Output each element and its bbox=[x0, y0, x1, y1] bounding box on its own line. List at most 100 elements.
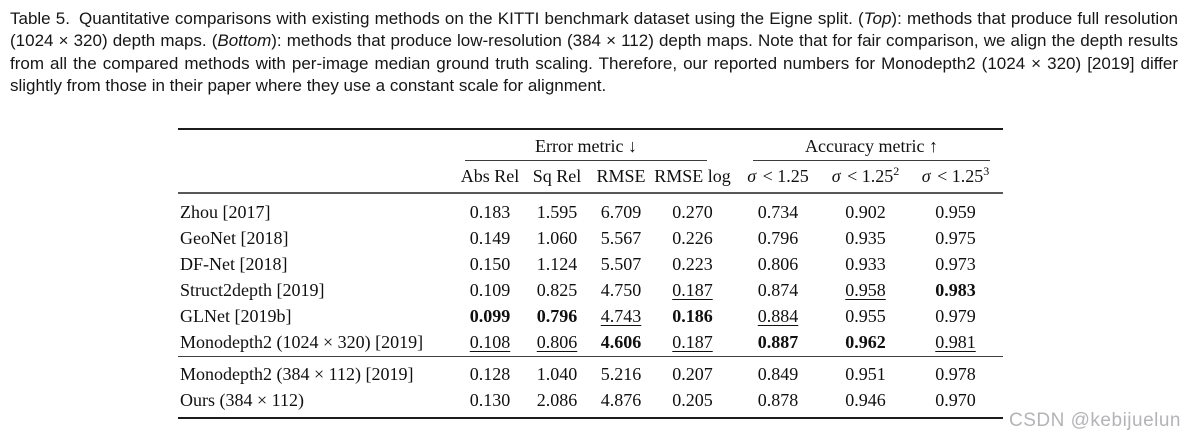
method-name: Monodepth2 (1024 × 320) [2019] bbox=[180, 332, 424, 353]
metric-cell: 0.734 bbox=[757, 202, 799, 223]
metric-cell: 0.149 bbox=[469, 228, 511, 249]
group-header-row: Error metric ↓ Accuracy metric ↑ bbox=[178, 129, 1003, 161]
metric-cell: 0.933 bbox=[845, 254, 886, 275]
metric-cell: 0.978 bbox=[935, 364, 976, 385]
metric-cell: 0.150 bbox=[469, 254, 511, 275]
metric-cell: 5.507 bbox=[600, 254, 642, 275]
metric-cell: 0.108 bbox=[469, 332, 511, 353]
metric-cell: 5.216 bbox=[600, 364, 642, 385]
metric-cell: 1.040 bbox=[536, 364, 578, 385]
metric-cell: 2.086 bbox=[536, 390, 578, 411]
table-row: Monodepth2 (1024 × 320) [2019] 0.108 0.806… bbox=[178, 330, 1003, 357]
column-header-row: Abs Rel Sq Rel RMSE RMSE log σ < 1.25 σ … bbox=[178, 160, 1004, 194]
method-name: GeoNet [2018] bbox=[180, 228, 289, 249]
method-name: GLNet [2019b] bbox=[180, 306, 292, 327]
metric-cell: 0.128 bbox=[469, 364, 511, 385]
metric-cell: 0.946 bbox=[845, 390, 886, 411]
csdn-watermark: CSDN @kebijuelun bbox=[1009, 410, 1181, 431]
metric-cell: 0.183 bbox=[469, 202, 511, 223]
metric-cell: 0.902 bbox=[845, 202, 886, 223]
method-name: Monodepth2 (384 × 112) [2019] bbox=[180, 364, 414, 385]
method-column-header bbox=[178, 160, 456, 194]
table-row: Struct2depth [2019] 0.109 0.825 4.750 0.187 0… bbox=[178, 278, 1003, 304]
full-resolution-section: Zhou [2017] 0.183 1.595 6.709 0.270 0.734 0.90… bbox=[178, 193, 1003, 357]
metric-cell: 1.124 bbox=[536, 254, 578, 275]
caption-label: Table 5. bbox=[10, 9, 70, 28]
caption-top-word: Top bbox=[863, 9, 892, 28]
metric-cell: 0.825 bbox=[536, 280, 578, 301]
metric-cell: 0.878 bbox=[757, 390, 799, 411]
metric-cell: 0.186 bbox=[672, 306, 713, 327]
metric-cell: 1.595 bbox=[536, 202, 578, 223]
method-column-spacer bbox=[178, 129, 456, 161]
threshold-text: < 1.25 bbox=[932, 165, 984, 186]
caption-text: ): methods that produce low-resolution (… bbox=[10, 31, 1178, 96]
results-table: Error metric ↓ Accuracy metric ↑ Abs Rel… bbox=[178, 127, 1004, 419]
metric-cell: 0.806 bbox=[757, 254, 799, 275]
metric-cell: 0.973 bbox=[935, 254, 976, 275]
table-row: Monodepth2 (384 × 112) [2019] 0.128 1.040 5… bbox=[178, 356, 1003, 388]
metric-cell: 0.975 bbox=[935, 228, 976, 249]
metric-cell: 0.962 bbox=[845, 332, 886, 353]
metric-cell: 6.709 bbox=[600, 202, 642, 223]
metric-cell: 0.959 bbox=[935, 202, 976, 223]
metric-cell: 0.223 bbox=[672, 254, 713, 275]
metric-cell: 0.796 bbox=[757, 228, 799, 249]
metric-cell: 0.270 bbox=[672, 202, 713, 223]
col-header-sq-rel: Sq Rel bbox=[524, 160, 590, 194]
col-header-sigma-1: σ < 1.25 bbox=[733, 160, 824, 194]
table-row: GLNet [2019b] 0.099 0.796 4.743 0.186 0.884 0.… bbox=[178, 304, 1003, 330]
caption-text: Quantitative comparisons with existing m… bbox=[78, 9, 864, 28]
threshold-text: < 1.25 bbox=[842, 165, 894, 186]
metric-cell: 0.849 bbox=[757, 364, 799, 385]
error-metric-rule: Error metric ↓ bbox=[465, 135, 708, 161]
low-resolution-section: Monodepth2 (384 × 112) [2019] 0.128 1.040 5… bbox=[178, 356, 1004, 418]
sigma-symbol: σ bbox=[831, 165, 841, 186]
accuracy-metric-group: Accuracy metric ↑ bbox=[733, 129, 1003, 161]
metric-cell: 4.876 bbox=[600, 390, 642, 411]
table-row: Zhou [2017] 0.183 1.595 6.709 0.270 0.734 0.90… bbox=[178, 193, 1003, 226]
metric-cell: 4.750 bbox=[600, 280, 642, 301]
error-metric-group: Error metric ↓ bbox=[456, 129, 733, 161]
sigma-symbol: σ bbox=[747, 165, 757, 186]
metric-cell: 0.884 bbox=[757, 306, 799, 327]
method-name: Zhou [2017] bbox=[180, 202, 271, 223]
method-name: Ours (384 × 112) bbox=[180, 390, 304, 411]
col-header-rmse: RMSE bbox=[590, 160, 652, 194]
threshold-text: < 1.25 bbox=[758, 165, 809, 186]
metric-cell: 0.874 bbox=[757, 280, 799, 301]
table-row: DF-Net [2018] 0.150 1.124 5.507 0.223 0.806 0.… bbox=[178, 252, 1003, 278]
metric-cell: 0.205 bbox=[672, 390, 713, 411]
metric-cell: 4.606 bbox=[600, 332, 642, 353]
col-header-sigma-3: σ < 1.253 bbox=[908, 160, 1004, 194]
col-header-abs-rel: Abs Rel bbox=[456, 160, 524, 194]
table-row: GeoNet [2018] 0.149 1.060 5.567 0.226 0.796 0.… bbox=[178, 226, 1003, 252]
metric-cell: 0.887 bbox=[757, 332, 799, 353]
metric-cell: 0.226 bbox=[672, 228, 713, 249]
metric-cell: 0.187 bbox=[672, 280, 713, 301]
method-name: Struct2depth [2019] bbox=[180, 280, 325, 301]
table-caption: Table 5. Quantitative comparisons with ex… bbox=[10, 8, 1178, 98]
metric-cell: 0.951 bbox=[845, 364, 886, 385]
error-metric-label: Error metric ↓ bbox=[535, 135, 637, 156]
metric-cell: 0.130 bbox=[469, 390, 511, 411]
threshold-exponent: 3 bbox=[983, 163, 990, 178]
page: { "caption": { "label": "Table 5.", "seg… bbox=[0, 8, 1187, 438]
metric-cell: 0.958 bbox=[845, 280, 886, 301]
metric-cell: 1.060 bbox=[536, 228, 578, 249]
metric-cell: 5.567 bbox=[600, 228, 642, 249]
caption-text: ): methods that produce full resolution … bbox=[10, 9, 1179, 51]
threshold-exponent: 2 bbox=[893, 163, 900, 178]
col-header-rmse-log: RMSE log bbox=[652, 160, 734, 194]
col-header-sigma-2: σ < 1.252 bbox=[823, 160, 909, 194]
accuracy-metric-label: Accuracy metric ↑ bbox=[805, 135, 938, 156]
accuracy-metric-rule: Accuracy metric ↑ bbox=[753, 135, 991, 161]
sigma-symbol: σ bbox=[921, 165, 931, 186]
metric-cell: 0.187 bbox=[672, 332, 713, 353]
table-row: Ours (384 × 112) 0.130 2.086 4.876 0.205 0.87… bbox=[178, 388, 1003, 418]
metric-cell: 0.981 bbox=[935, 332, 976, 353]
metric-cell: 4.743 bbox=[600, 306, 642, 327]
results-table-container: Error metric ↓ Accuracy metric ↑ Abs Rel… bbox=[178, 127, 1004, 419]
method-name: DF-Net [2018] bbox=[180, 254, 288, 275]
metric-cell: 0.979 bbox=[935, 306, 976, 327]
